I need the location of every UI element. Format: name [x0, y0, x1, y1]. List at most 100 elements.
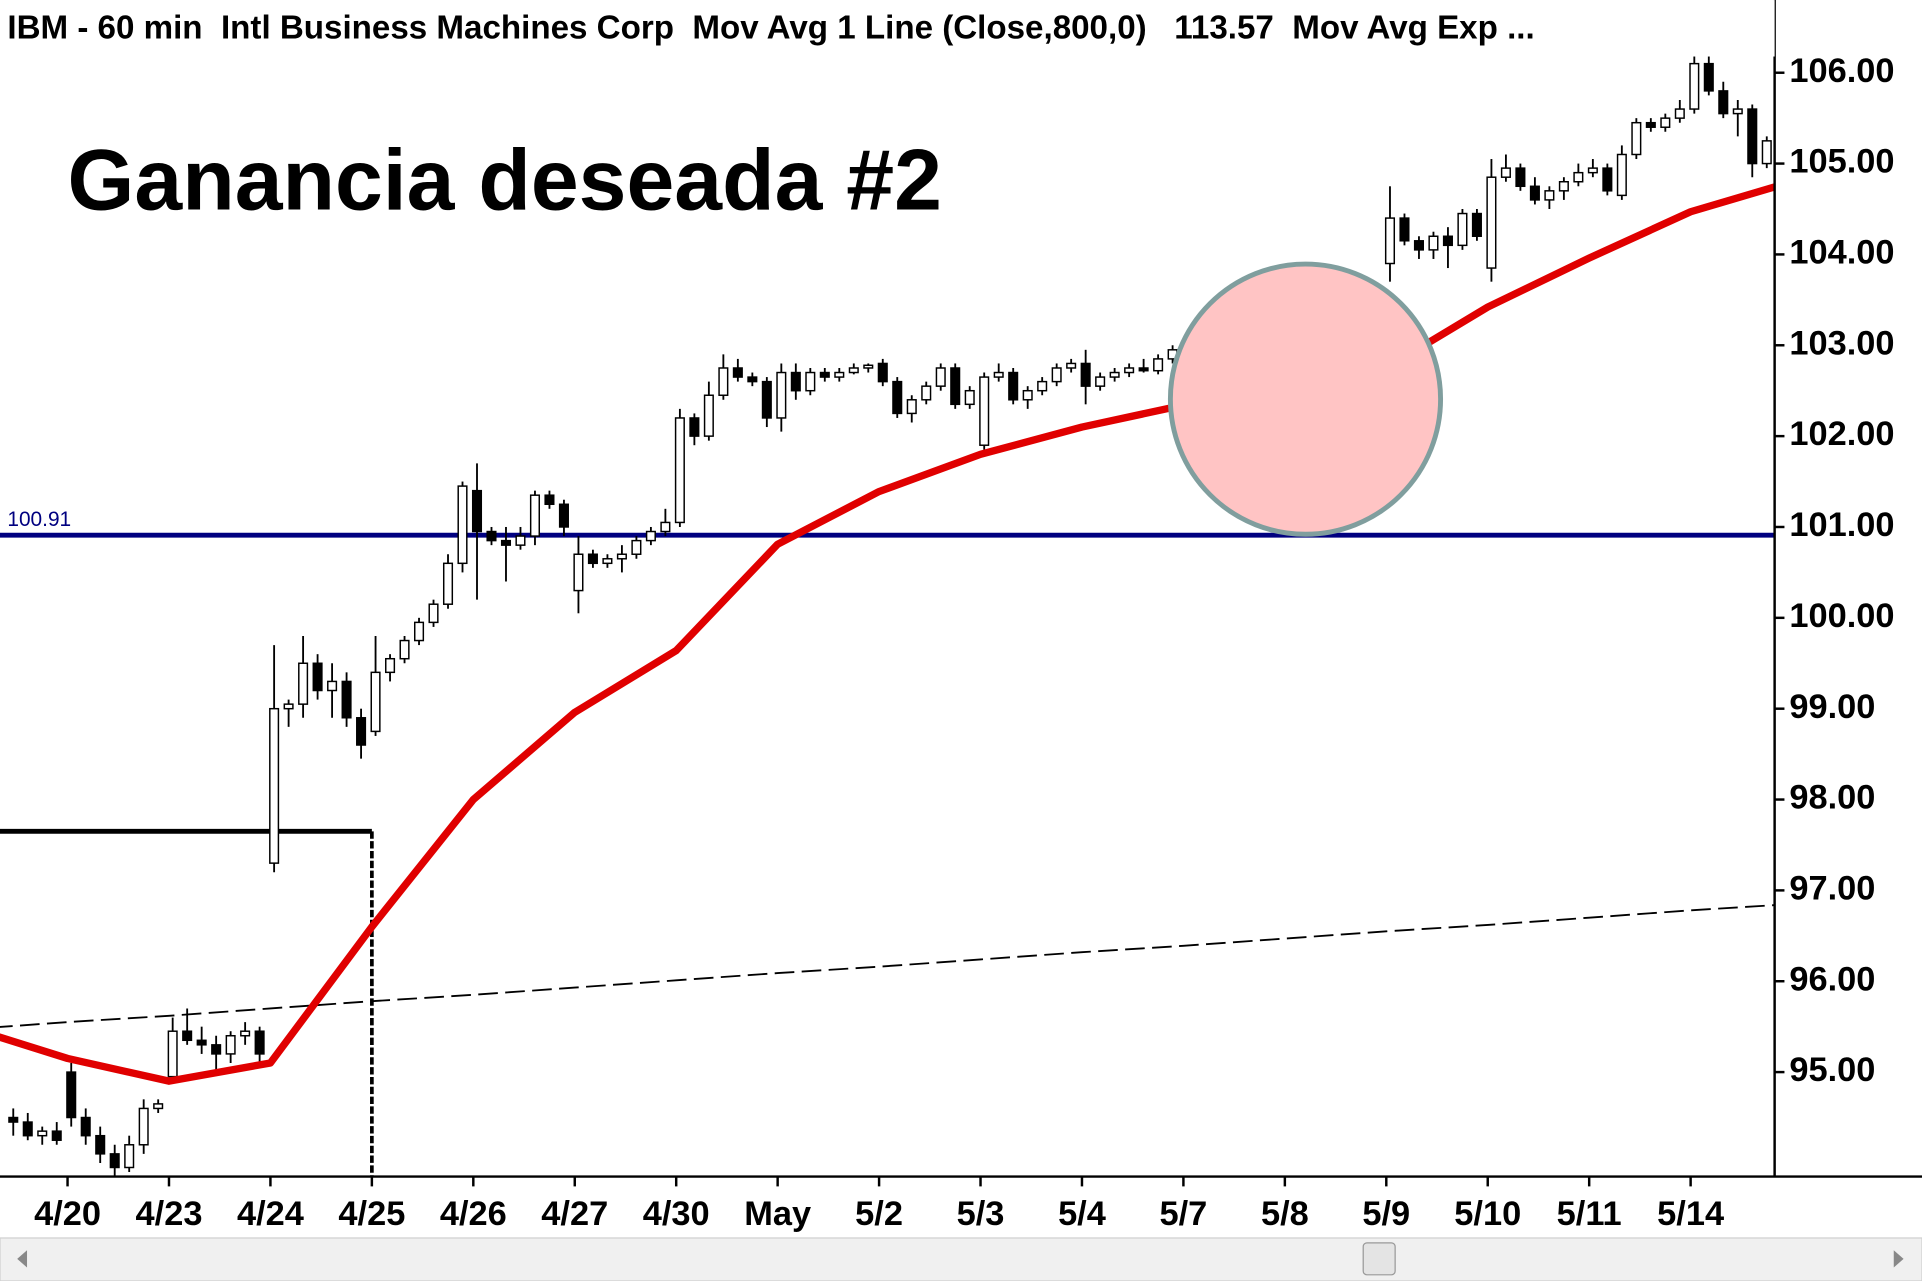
candle-body: [631, 539, 642, 555]
y-tick-label: 97.00: [1789, 869, 1875, 907]
candle-body: [1703, 62, 1714, 92]
candle-body: [1674, 108, 1685, 119]
scrollbar[interactable]: [0, 1237, 1922, 1281]
candle-body: [776, 371, 787, 419]
annotation: Ganancia deseada #2: [68, 132, 942, 228]
y-tick-label: 100.00: [1789, 597, 1894, 635]
header-bg: [0, 0, 1775, 57]
x-tick-label: 5/7: [1160, 1195, 1208, 1233]
x-tick-label: 5/4: [1058, 1195, 1106, 1233]
candle-body: [587, 553, 598, 565]
candle-body: [95, 1134, 106, 1155]
y-tick-label: 104.00: [1789, 234, 1894, 272]
candle-body: [269, 707, 280, 864]
x-tick-label: 4/23: [136, 1195, 203, 1233]
candle-body: [327, 680, 338, 692]
x-tick-label: 5/3: [957, 1195, 1005, 1233]
candle-body: [1747, 108, 1758, 165]
candle-body: [761, 380, 772, 419]
candle-body: [1732, 108, 1743, 115]
candle-body: [1761, 140, 1772, 165]
scroll-thumb[interactable]: [1362, 1242, 1396, 1276]
candle-body: [211, 1044, 222, 1055]
candle-body: [138, 1107, 149, 1146]
candle-body: [790, 371, 801, 392]
candle-body: [500, 539, 512, 546]
candle-body: [703, 394, 714, 437]
candle-body: [298, 662, 309, 705]
candle-body: [457, 485, 468, 565]
candle-body: [225, 1035, 236, 1055]
candle-body: [1051, 367, 1062, 383]
candle-body: [1645, 121, 1656, 128]
chart-title: IBM - 60 min Intl Business Machines Corp…: [7, 9, 1534, 46]
candle-body: [1109, 371, 1120, 378]
candle-body: [921, 385, 932, 401]
candle-body: [37, 1130, 48, 1137]
x-tick-label: 5/2: [855, 1195, 903, 1233]
x-tick-label: 4/30: [643, 1195, 710, 1233]
x-tick-label: 5/11: [1557, 1195, 1622, 1233]
x-tick-label: 5/8: [1261, 1195, 1309, 1233]
moving-average: [0, 183, 1775, 1085]
candle-body: [1080, 362, 1091, 387]
candle-body: [834, 371, 845, 378]
candle-body: [877, 362, 888, 383]
candle-body: [1660, 117, 1671, 128]
candle-body: [356, 717, 367, 746]
candle-body: [616, 553, 627, 560]
candle-body: [892, 380, 903, 415]
scroll-left[interactable]: [17, 1250, 28, 1268]
candle-body: [1587, 167, 1598, 174]
scroll-right[interactable]: [1893, 1250, 1904, 1268]
candle-body: [747, 376, 758, 383]
candle-body: [1037, 380, 1048, 392]
candle-body: [1500, 167, 1511, 178]
candle-body: [906, 399, 917, 415]
candle-body: [1095, 376, 1106, 387]
candle-body: [1529, 185, 1540, 201]
candle-body: [1066, 362, 1077, 369]
candle-body: [674, 417, 685, 524]
candle-body: [167, 1030, 178, 1078]
candle-body: [182, 1030, 193, 1042]
y-tick-label: 98.00: [1789, 779, 1875, 817]
candle-body: [950, 367, 961, 406]
candle-body: [993, 371, 1004, 378]
candle-body: [1124, 367, 1135, 374]
candle-body: [442, 562, 454, 605]
level-label: 100.91: [7, 508, 71, 531]
candle-body: [283, 703, 294, 710]
x-tick-label: 4/27: [541, 1195, 608, 1233]
candle-body: [515, 535, 526, 546]
candle-body: [689, 417, 700, 437]
candle-body: [1413, 240, 1424, 251]
x-tick-label: 4/24: [237, 1195, 304, 1233]
candle-body: [153, 1103, 164, 1110]
candle-body: [1486, 176, 1497, 269]
candle-body: [645, 530, 656, 542]
candle-body: [544, 494, 555, 506]
x-tick-label: 5/14: [1657, 1195, 1724, 1233]
x-tick-label: 5/10: [1454, 1195, 1521, 1233]
x-tick-label: 4/20: [34, 1195, 101, 1233]
y-tick-label: 96.00: [1789, 960, 1875, 998]
candle-body: [1457, 212, 1468, 247]
y-tick-label: 101.00: [1789, 506, 1894, 544]
candle-body: [1399, 217, 1410, 242]
candle-body: [819, 371, 830, 378]
x-tick-label: 5/9: [1362, 1195, 1410, 1233]
y-tick-label: 95.00: [1789, 1051, 1875, 1089]
candle-body: [109, 1153, 120, 1169]
candle-body: [312, 662, 323, 692]
candle-body: [558, 503, 569, 528]
candle-body: [399, 639, 410, 660]
candle-body: [848, 367, 859, 374]
candle-body: [1631, 121, 1642, 156]
candle-body: [1689, 62, 1700, 110]
candle-body: [1471, 212, 1482, 237]
candle-body: [1616, 153, 1627, 197]
y-tick-label: 102.00: [1789, 415, 1894, 453]
candle-body: [805, 371, 816, 392]
